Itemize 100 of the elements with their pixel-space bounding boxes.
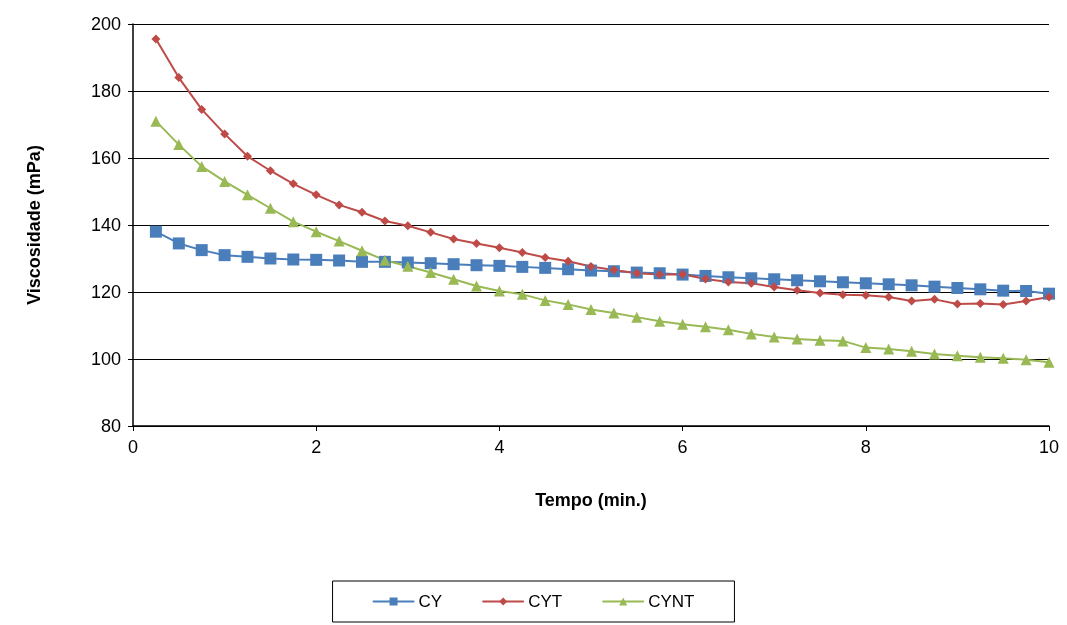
legend-label: CYT	[528, 592, 563, 611]
point	[470, 259, 483, 272]
point	[975, 298, 985, 308]
point	[540, 252, 550, 262]
point	[242, 189, 253, 201]
point	[562, 263, 575, 276]
legend-label: CY	[418, 592, 443, 611]
point	[907, 296, 917, 306]
point	[860, 342, 872, 354]
y-tick-label: 100	[90, 349, 121, 369]
point	[701, 274, 710, 284]
point	[197, 104, 207, 114]
x-tick-label: 10	[1038, 437, 1060, 457]
point	[265, 166, 275, 176]
point	[768, 331, 780, 343]
point	[906, 345, 918, 357]
legend-label: CYNT	[648, 592, 695, 611]
x-tick-label: 8	[860, 437, 871, 457]
point	[631, 311, 643, 323]
point	[516, 288, 528, 300]
point	[403, 221, 413, 231]
point	[448, 273, 460, 285]
x-tick-label: 2	[311, 437, 322, 457]
point	[723, 277, 733, 287]
point	[174, 73, 184, 83]
point	[493, 259, 506, 272]
point	[494, 243, 504, 253]
point	[402, 260, 414, 272]
point	[356, 255, 368, 268]
point	[883, 343, 895, 355]
point	[173, 139, 185, 151]
x-axis-title: Tempo (min.)	[535, 490, 647, 510]
x-tick-label: 0	[127, 437, 139, 457]
point	[951, 281, 964, 294]
point	[264, 202, 276, 214]
point	[884, 292, 894, 302]
point	[974, 283, 987, 296]
point	[769, 282, 779, 292]
y-tick-label: 180	[90, 81, 121, 101]
point	[929, 348, 940, 360]
point	[928, 280, 941, 293]
point	[218, 249, 231, 262]
point	[310, 226, 322, 238]
point	[311, 190, 321, 200]
point	[951, 350, 963, 362]
y-tick-label: 140	[90, 215, 121, 235]
x-tick-label: 4	[494, 437, 505, 457]
point	[151, 34, 161, 44]
point	[838, 290, 848, 300]
point	[310, 253, 323, 266]
y-tick-label: 80	[100, 416, 121, 436]
point	[837, 335, 849, 347]
point	[700, 321, 711, 333]
point	[586, 262, 596, 272]
y-tick-label: 120	[90, 282, 121, 302]
point	[333, 235, 345, 247]
point	[288, 179, 298, 189]
point	[241, 250, 254, 263]
point	[905, 279, 918, 292]
y-tick-label: 200	[90, 14, 121, 34]
point	[449, 234, 459, 244]
point	[1044, 292, 1054, 302]
point	[768, 273, 781, 286]
point	[585, 303, 597, 315]
point	[493, 285, 505, 297]
point	[471, 280, 482, 292]
point	[677, 318, 689, 330]
point	[722, 324, 734, 336]
point	[426, 227, 436, 237]
point	[149, 225, 162, 238]
point	[861, 290, 871, 300]
point	[791, 274, 804, 287]
point	[882, 278, 895, 291]
point	[287, 216, 299, 228]
y-axis-title: Viscosidade (mPa)	[24, 145, 44, 305]
point	[563, 256, 573, 266]
point	[517, 247, 527, 257]
point	[243, 151, 252, 161]
point	[264, 252, 277, 265]
point	[1020, 284, 1033, 297]
point	[150, 115, 162, 127]
x-tick-label: 6	[677, 437, 688, 457]
point	[952, 299, 962, 309]
point	[219, 175, 231, 187]
point	[608, 307, 620, 319]
point	[791, 333, 803, 345]
point	[287, 253, 300, 266]
point	[1020, 354, 1032, 366]
point	[196, 160, 208, 172]
point	[930, 294, 939, 304]
point	[425, 267, 437, 279]
point	[859, 277, 872, 290]
point	[516, 260, 529, 273]
point	[562, 298, 574, 310]
point	[654, 315, 666, 327]
point	[380, 216, 390, 226]
point	[357, 207, 367, 217]
point	[1021, 296, 1031, 306]
point	[998, 299, 1008, 309]
point	[334, 200, 344, 210]
